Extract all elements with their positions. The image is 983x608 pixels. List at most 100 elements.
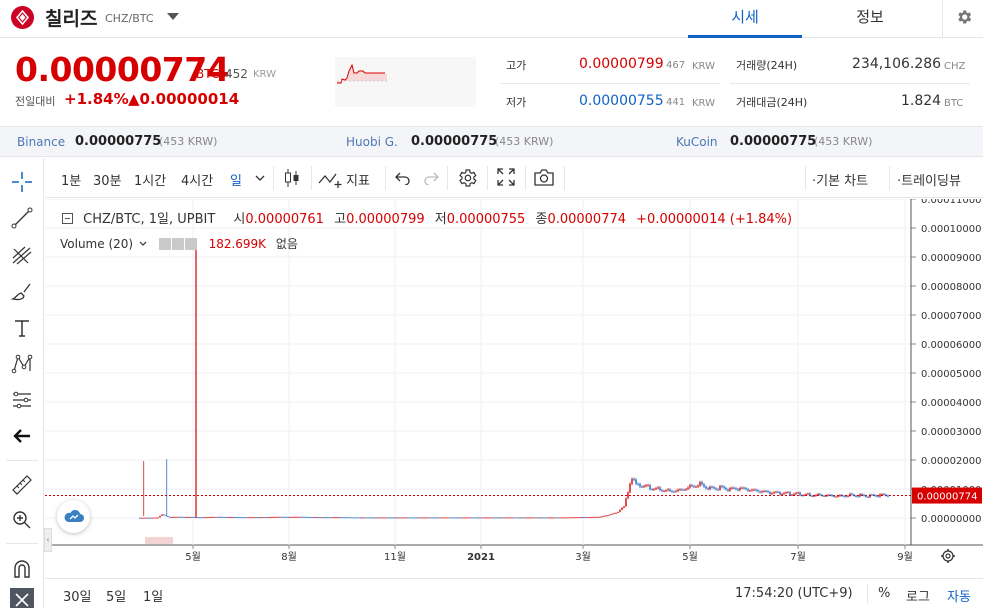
exchange-name[interactable]: Huobi G.: [346, 135, 398, 149]
indicator-icon[interactable]: [318, 169, 344, 189]
range-5d[interactable]: 5일: [106, 590, 127, 605]
back-tool[interactable]: [8, 422, 36, 450]
candle: [823, 495, 825, 497]
candle: [367, 517, 369, 519]
interval-4h[interactable]: 4시간: [181, 174, 214, 189]
candle: [749, 490, 751, 492]
percent-toggle[interactable]: %: [878, 586, 891, 601]
candle: [171, 516, 173, 518]
tab-quote[interactable]: 시세: [688, 0, 802, 38]
range-1d[interactable]: 1일: [143, 590, 164, 605]
candle: [489, 517, 491, 519]
candle: [739, 488, 741, 491]
trendline-tool[interactable]: [8, 204, 36, 232]
candle: [479, 517, 481, 519]
candle: [885, 494, 887, 496]
candle: [281, 516, 283, 518]
candle: [753, 489, 755, 491]
chevron-down-icon[interactable]: [139, 241, 147, 247]
axis-settings-icon[interactable]: [941, 549, 955, 563]
interval-30m[interactable]: 30분: [93, 174, 122, 189]
candle: [457, 517, 459, 519]
tab-info[interactable]: 정보: [856, 8, 884, 26]
crosshair-tool[interactable]: [8, 168, 36, 196]
tradingview-logo[interactable]: [57, 500, 90, 533]
candle: [155, 517, 157, 519]
basic-chart-button[interactable]: ·기본 차트: [812, 174, 869, 189]
interval-day[interactable]: 일: [230, 174, 242, 189]
ruler-tool[interactable]: [8, 471, 36, 499]
candle: [811, 495, 813, 497]
chevron-down-icon[interactable]: [255, 175, 265, 182]
candle: [193, 516, 195, 518]
close-icon[interactable]: [184, 238, 197, 250]
candle: [435, 517, 437, 519]
chart-time[interactable]: 17:54:20 (UTC+9): [735, 586, 853, 601]
candle: [167, 515, 169, 517]
brush-tool[interactable]: [8, 277, 36, 305]
undo-icon[interactable]: [395, 171, 411, 185]
candle: [389, 517, 391, 519]
candle: [357, 517, 359, 519]
eye-icon[interactable]: [158, 238, 171, 250]
pattern-icon: [11, 354, 33, 374]
candle: [545, 517, 547, 519]
magnet-tool[interactable]: [8, 555, 36, 583]
candle: [789, 492, 791, 496]
candlestick-icon[interactable]: [283, 167, 301, 189]
settings-button[interactable]: [942, 0, 983, 38]
candle: [841, 495, 843, 497]
coin-pair[interactable]: CHZ/BTC: [105, 12, 154, 25]
candle: [337, 517, 339, 519]
collapse-toolbar-button[interactable]: ‹: [44, 528, 52, 552]
tradingview-button[interactable]: ·트레이딩뷰: [897, 174, 961, 189]
candle: [523, 517, 525, 519]
y-tick-label: 0.00000000: [921, 514, 981, 525]
price-chart[interactable]: 0.00011000 0.00010000 0.00009000 0.00008000…: [45, 199, 983, 578]
fullscreen-icon[interactable]: [496, 167, 516, 187]
gear-icon[interactable]: [456, 167, 478, 189]
log-toggle[interactable]: 로그: [906, 590, 930, 605]
candle: [607, 515, 609, 517]
candle: [697, 485, 699, 487]
auto-toggle[interactable]: 자동: [947, 590, 971, 605]
candle: [461, 517, 463, 519]
candle: [539, 517, 541, 519]
y-tick-label: 0.00007000: [921, 311, 981, 322]
chevron-down-icon[interactable]: [167, 13, 179, 20]
candle: [849, 493, 851, 496]
candle: [455, 517, 457, 519]
pitchfork-icon: [12, 246, 32, 265]
fib-tool[interactable]: [8, 241, 36, 269]
candle: [741, 487, 743, 489]
candle: [725, 487, 727, 490]
candle: [251, 517, 253, 519]
candle: [847, 495, 849, 497]
zoom-tool[interactable]: [8, 506, 36, 534]
remove-drawings-tool[interactable]: [8, 586, 36, 608]
settings-icon[interactable]: [171, 238, 184, 250]
divider: [889, 166, 890, 190]
candle: [345, 517, 347, 519]
candle: [223, 516, 225, 518]
candle: [139, 517, 141, 519]
candle: [745, 488, 747, 490]
candle: [463, 517, 465, 519]
camera-icon[interactable]: [533, 167, 555, 187]
interval-1h[interactable]: 1시간: [134, 174, 167, 189]
pattern-tool[interactable]: [8, 350, 36, 378]
candle: [271, 516, 273, 518]
candle: [215, 516, 217, 518]
text-tool[interactable]: [8, 314, 36, 342]
redo-icon[interactable]: [423, 171, 439, 185]
measure-tool[interactable]: [8, 386, 36, 414]
x-tick-label: 5월: [185, 551, 201, 563]
interval-1m[interactable]: 1분: [61, 174, 82, 189]
last-price-label: 0.00000774: [917, 492, 977, 503]
indicator-button[interactable]: 지표: [346, 174, 370, 189]
candle: [285, 516, 287, 518]
collapse-legend-icon[interactable]: [62, 213, 73, 224]
exchange-name[interactable]: KuCoin: [676, 135, 718, 149]
range-30d[interactable]: 30일: [63, 590, 92, 605]
exchange-name[interactable]: Binance: [17, 135, 66, 149]
